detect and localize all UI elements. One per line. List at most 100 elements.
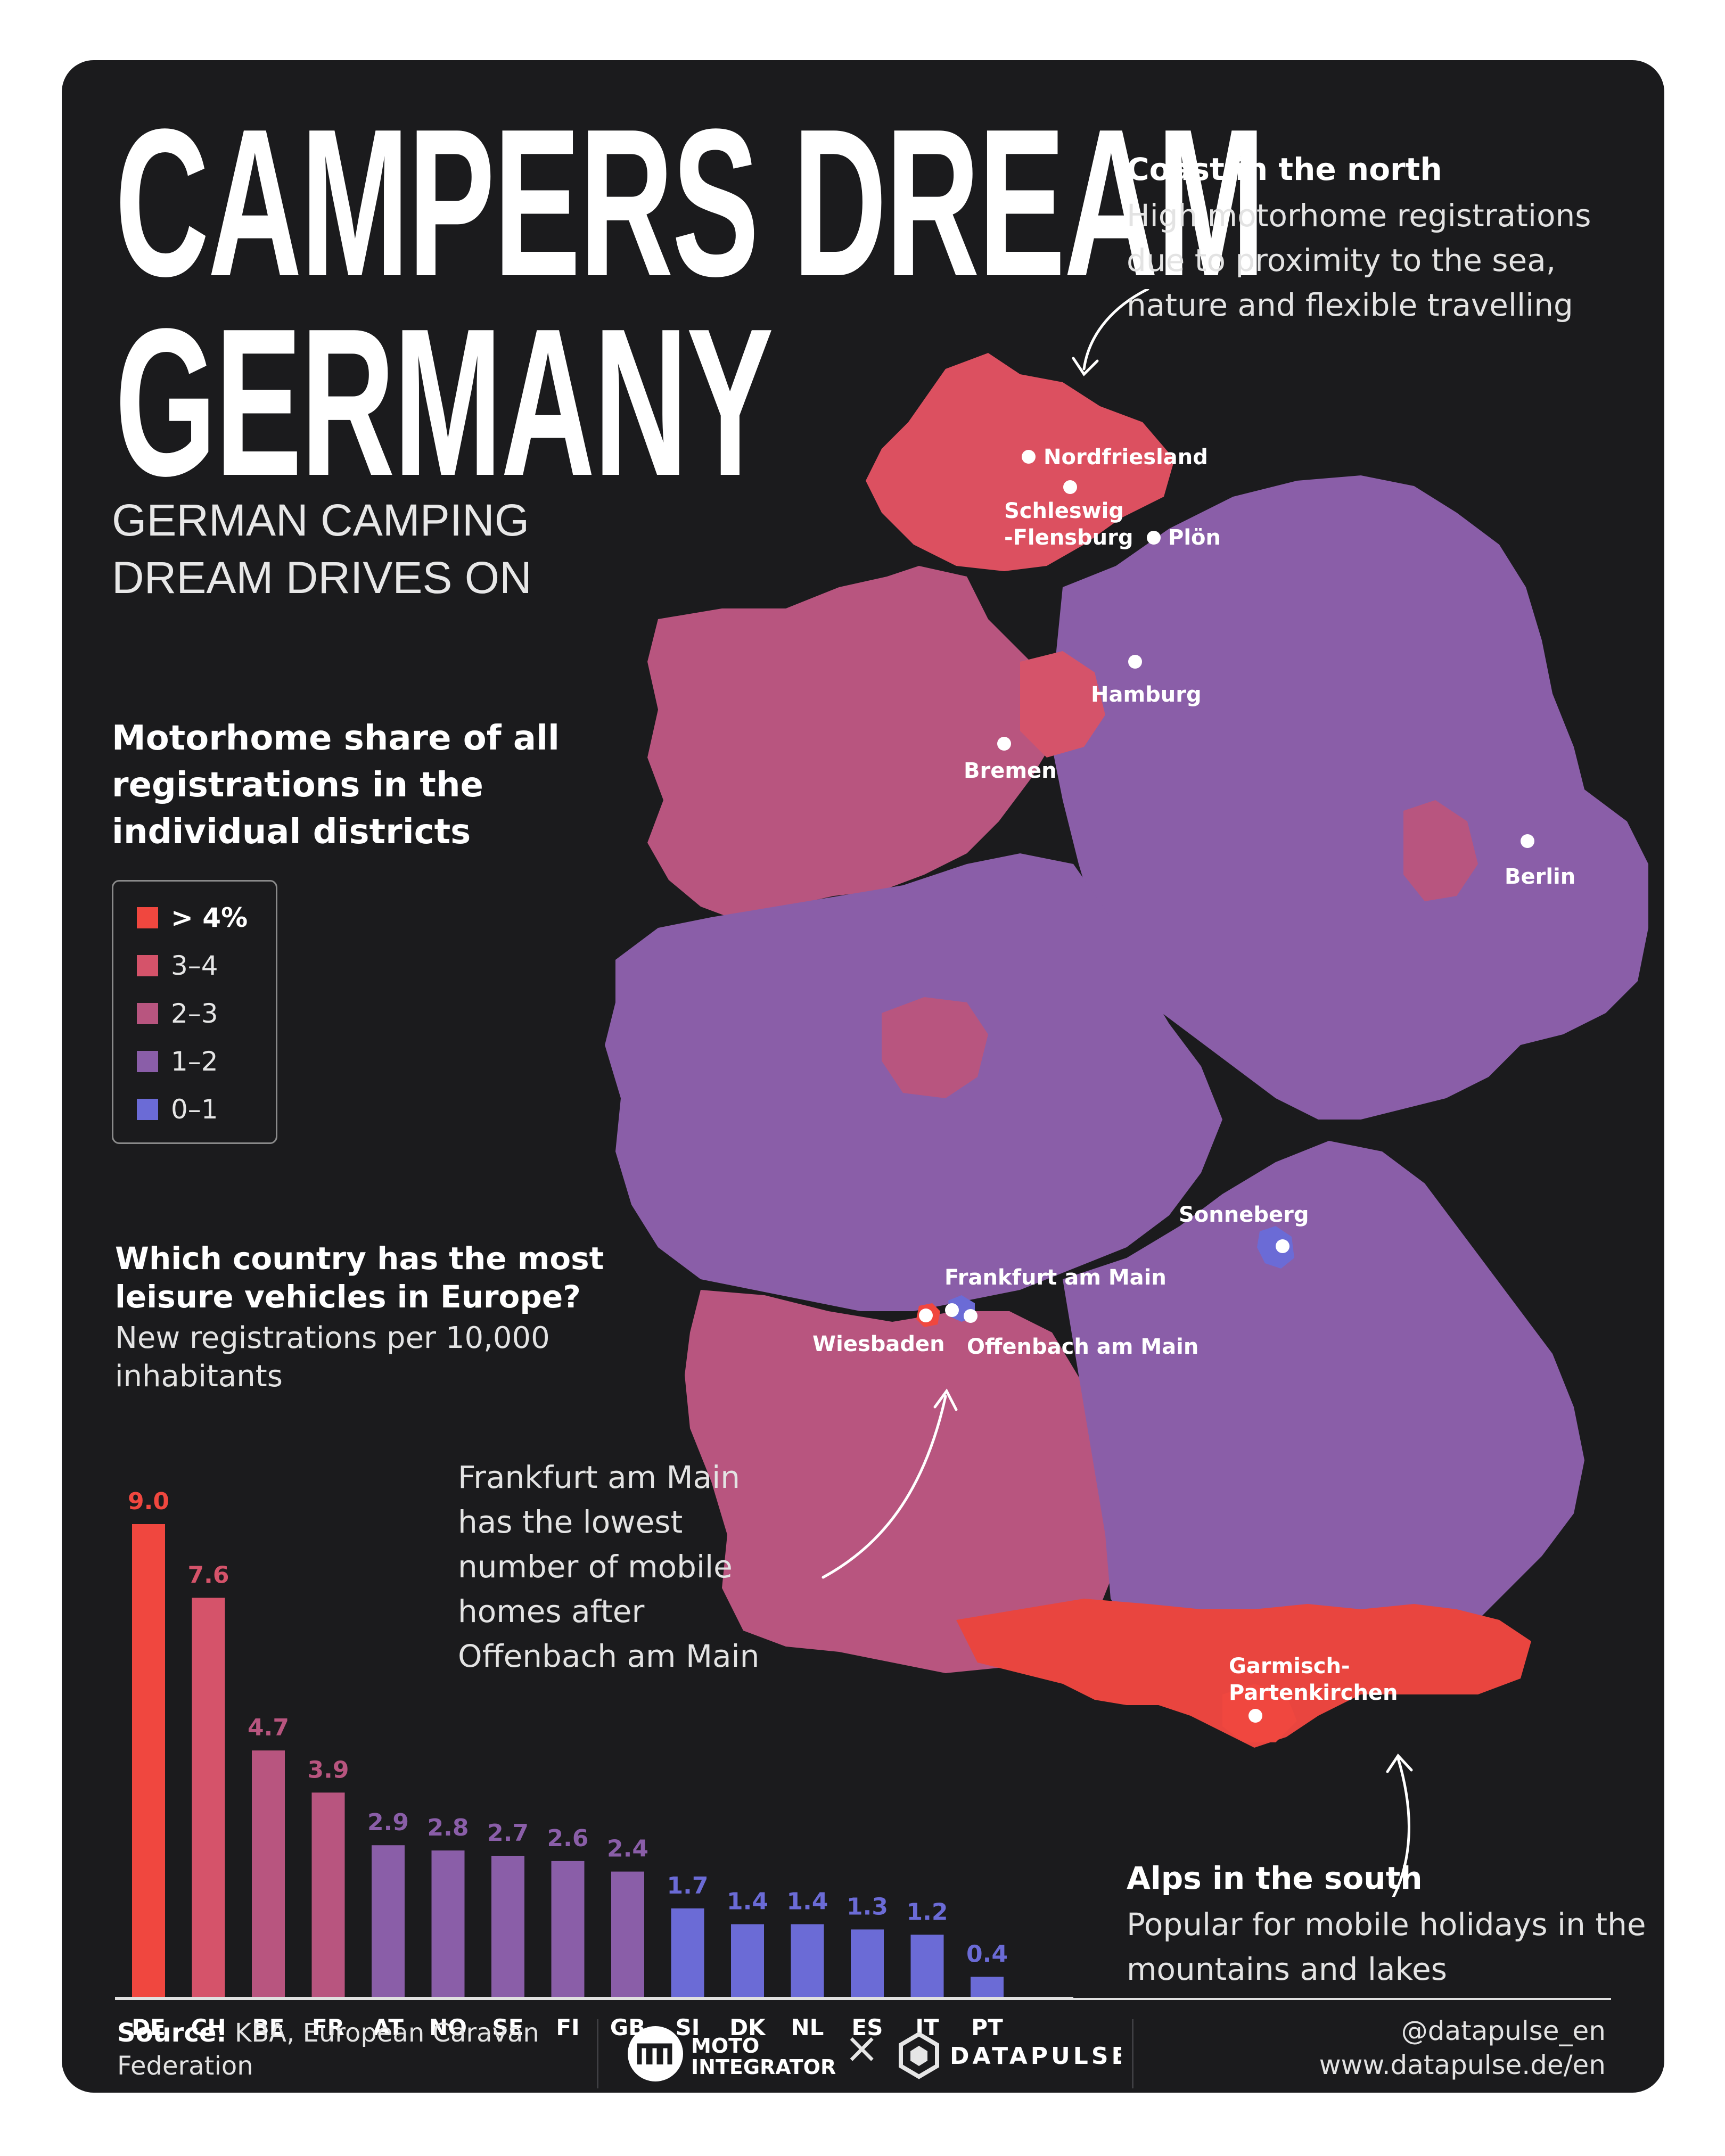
map-region-brandenburg-west [1403,800,1478,901]
legend-swatch [137,1003,158,1024]
city-label-garmisch-2: Partenkirchen [1229,1681,1398,1705]
motointegrator-logo-mark [628,2026,683,2081]
bar-at [372,1845,405,1998]
bar-value-label: 1.3 [847,1893,888,1920]
footer-separator [1132,2019,1133,2088]
city-label-bremen: Bremen [964,759,1057,783]
footer-divider [115,1998,1611,2000]
bar-nl [791,1924,824,1998]
legend-swatch [137,1099,158,1120]
bar-value-label: 1.7 [667,1872,709,1899]
legend-item-over-4: > 4% [137,902,248,934]
city-dot-hamburg [1128,655,1142,669]
bar-value-label: 7.6 [188,1561,229,1589]
bar-value-label: 1.4 [727,1888,768,1915]
arrowhead-coast [1072,357,1099,376]
bar-value-label: 1.2 [907,1898,948,1925]
motointegrator-logo-text-2: INTEGRATOR [691,2055,836,2079]
bar-dk [731,1924,764,1998]
bar-value-label: 4.7 [248,1714,289,1741]
city-label-berlin: Berlin [1505,865,1575,889]
bar-it [910,1935,944,1998]
bar-category-label: PT [971,2014,1003,2040]
chart-heading: Which country has the most leisure vehic… [115,1240,604,1315]
germany-district-map: Nordfriesland Schleswig -Flensburg Plön … [605,289,1648,1897]
legend-swatch [137,1051,158,1072]
arrow-coast [1082,289,1149,371]
legend-item-0-1: 0–1 [137,1093,218,1125]
bar-pt [971,1977,1004,1998]
city-label-nordfriesland: Nordfriesland [1044,445,1208,470]
callout-coast-text: High motorhome registrations due to prox… [1127,198,1591,323]
map-regions [605,353,1648,1748]
map-region-sonneberg [1257,1226,1294,1269]
source-label: Source: [117,2018,227,2048]
bar-value-label: 2.8 [428,1814,469,1841]
callout-coast-title: Coast in the north [1127,151,1442,187]
chart-subheading: New registrations per 10,000 inhabitants [115,1321,550,1394]
bar-de [132,1524,165,1998]
legend-label: 3–4 [171,950,218,981]
map-region-southeast [1063,1141,1584,1652]
bar-category-label: NO [429,2014,467,2040]
legend-item-2-3: 2–3 [137,998,218,1030]
city-dot-offenbach [964,1309,978,1323]
source-text: KBA, European Caravan Federation [117,2018,539,2081]
city-label-ploen: Plön [1168,525,1221,550]
datapulse-logo-hexagon [899,2031,939,2079]
bar-be [252,1750,285,1998]
city-label-schleswig-2: -Flensburg [1004,525,1133,550]
city-dot-bremen [997,737,1011,751]
bar-fr [311,1792,345,1998]
bar-value-label: 0.4 [966,1940,1008,1968]
callout-frankfurt-text: Frankfurt am Main has the lowest number … [458,1459,760,1674]
map-region-southwest [685,1290,1116,1673]
bar-value-label: 2.9 [367,1809,409,1836]
map-region-north-coast [866,353,1174,571]
city-label-garmisch-1: Garmisch- [1229,1654,1350,1678]
city-dot-frankfurt [945,1303,959,1317]
bar-category-label: CH [191,2014,226,2040]
motointegrator-logo: MOTO INTEGRATOR [628,2026,836,2081]
arrowhead-alps [1386,1753,1413,1773]
bar-chart: 9.0 DE 7.6 CH 4.7 BE 3.9 FR 2.9 AT 2.8 NO 2.7 SE 2.6 FI… [115,1488,1073,2040]
subtitle-line-1: GERMAN CAMPING [112,495,530,545]
callout-alps-text: Popular for mobile holidays in the mount… [1127,1906,1646,1987]
city-dot-ploen [1147,531,1161,545]
callout-alps-title: Alps in the south [1127,1860,1423,1896]
bar-no [431,1850,465,1998]
footer-separator [597,2019,598,2088]
city-label-hamburg: Hamburg [1091,682,1202,707]
footer-contact: @datapulse_en www.datapulse.de/en [1180,2014,1606,2082]
website-url: www.datapulse.de/en [1319,2050,1606,2080]
arrow-alps [1392,1757,1410,1897]
map-region-hesse [882,997,988,1098]
legend-label: 2–3 [171,998,218,1029]
datapulse-logo: DATAPULSE [899,2031,1121,2079]
city-dot-nordfriesland [1022,450,1036,464]
bar-category-label: AT [373,2014,404,2040]
datapulse-logo-text: DATAPULSE [950,2043,1121,2070]
datapulse-logo-core [910,2046,927,2066]
bar-si [671,1908,704,1998]
subtitle-line-2: DREAM DRIVES ON [112,553,532,603]
page-title: CAMPERS DREAM GERMANY [115,97,1266,520]
bar-es [851,1929,884,1998]
source-note: Source: KBA, European Caravan Federation [117,2017,596,2083]
city-dot-sonneberg [1276,1239,1289,1253]
title-line-2: GERMANY [115,284,774,520]
bar-category-label: FR [312,2014,344,2040]
city-dot-garmisch [1248,1709,1262,1723]
map-legend: > 4% 3–4 2–3 1–2 0–1 [112,880,277,1144]
page-subtitle: GERMAN CAMPING DREAM DRIVES ON [112,491,591,606]
city-label-frankfurt: Frankfurt am Main [944,1265,1167,1290]
map-region-alps [956,1599,1531,1748]
map-region-east [1052,475,1648,1120]
bar-category-label: BE [252,2014,285,2040]
infographic-card: CAMPERS DREAM GERMANY GERMAN CAMPING DRE… [62,60,1664,2093]
bar-category-label: FI [556,2014,579,2040]
motointegrator-logo-text-1: MOTO [691,2034,759,2058]
bar-value-label: 2.7 [487,1820,529,1847]
city-label-sonneberg: Sonneberg [1179,1203,1309,1227]
legend-label: 1–2 [171,1046,218,1077]
